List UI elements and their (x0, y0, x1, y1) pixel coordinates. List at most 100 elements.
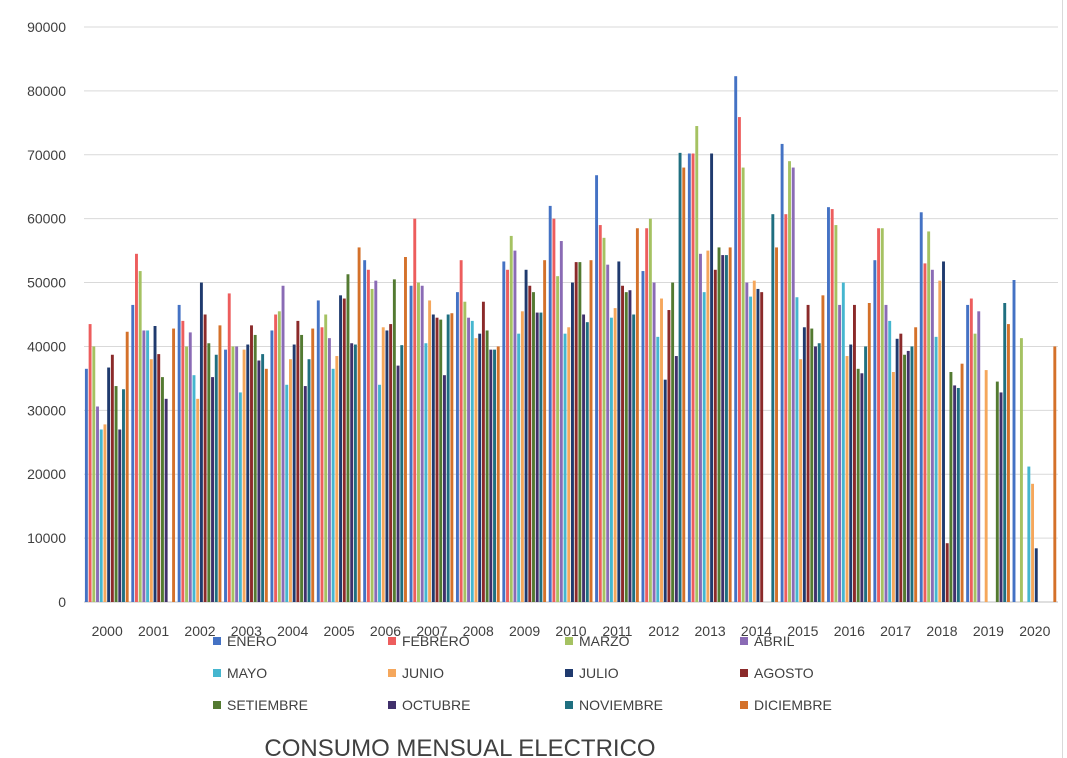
bar-enero-2005 (316, 300, 320, 602)
bar-mayo-2007 (424, 343, 428, 602)
legend-swatch (565, 669, 573, 677)
bar-setiembre-2011 (624, 292, 628, 602)
x-tick-label: 2001 (138, 623, 169, 639)
bar-noviembre-2010 (585, 322, 589, 602)
x-tick-label: 2003 (231, 623, 262, 639)
bar-mayo-2013 (702, 292, 706, 602)
bar-noviembre-2008 (493, 349, 496, 602)
bar-marzo-2000 (92, 346, 96, 602)
bar-agosto-2012 (667, 310, 671, 602)
bar-febrero-2003 (227, 293, 231, 602)
x-tick-label: 2010 (555, 623, 586, 639)
y-tick-label: 30000 (27, 402, 66, 418)
bar-octubre-2003 (257, 360, 261, 602)
bar-noviembre-2016 (864, 346, 868, 602)
bar-febrero-2012 (645, 228, 649, 602)
legend-label: JUNIO (402, 665, 444, 681)
y-tick-label: 60000 (27, 211, 66, 227)
bar-junio-2020 (1031, 483, 1035, 602)
bar-marzo-2019 (973, 333, 977, 602)
bar-abril-2007 (420, 285, 424, 602)
bar-abril-2013 (699, 253, 702, 602)
y-tick-label: 20000 (27, 466, 66, 482)
bar-octubre-2009 (535, 312, 539, 602)
legend-label: OCTUBRE (402, 697, 470, 713)
bar-agosto-2013 (713, 269, 717, 602)
bar-junio-2014 (752, 280, 756, 602)
bar-febrero-2004 (274, 314, 278, 602)
x-tick-label: 2020 (1019, 623, 1050, 639)
bar-setiembre-2018 (949, 372, 953, 602)
bar-julio-2000 (107, 367, 111, 602)
x-tick-label: 2012 (648, 623, 679, 639)
bar-mayo-2002 (192, 375, 196, 602)
bar-julio-2017 (895, 338, 899, 602)
bar-noviembre-2006 (400, 345, 404, 602)
bar-enero-2012 (641, 271, 645, 602)
bar-noviembre-2019 (1003, 303, 1007, 602)
bar-diciembre-2006 (404, 257, 407, 602)
bar-diciembre-2015 (821, 295, 825, 602)
bar-mayo-2003 (238, 392, 242, 602)
y-tick-label: 50000 (27, 275, 66, 291)
bar-abril-2008 (467, 317, 471, 602)
bar-febrero-2011 (598, 225, 602, 602)
bar-abril-2016 (838, 304, 842, 602)
x-tick-label: 2013 (695, 623, 726, 639)
bar-julio-2004 (292, 344, 296, 602)
bar-junio-2000 (103, 424, 107, 602)
legend-label: JULIO (579, 665, 619, 681)
legend-label: ABRIL (754, 633, 795, 649)
bar-agosto-2001 (157, 354, 161, 602)
bar-noviembre-2004 (307, 359, 311, 602)
bar-abril-2009 (513, 250, 517, 603)
bar-abril-2004 (281, 285, 285, 602)
bar-agosto-2018 (945, 543, 949, 602)
bar-julio-2015 (802, 327, 806, 602)
bar-mayo-2017 (888, 320, 892, 602)
legend-swatch (388, 701, 396, 709)
bar-noviembre-2003 (261, 354, 265, 602)
bar-octubre-2011 (628, 290, 632, 602)
bar-abril-2018 (930, 269, 934, 602)
bar-julio-2010 (571, 282, 574, 602)
legend-swatch (213, 637, 221, 645)
bar-octubre-2006 (396, 365, 400, 602)
bar-enero-2010 (548, 205, 552, 602)
bar-abril-2017 (884, 304, 888, 602)
bar-julio-2020 (1034, 548, 1038, 602)
bar-noviembre-2014 (771, 214, 775, 602)
bar-agosto-2010 (574, 262, 578, 602)
bar-enero-2008 (455, 292, 459, 602)
y-tick-label: 10000 (27, 530, 66, 546)
bar-octubre-2019 (999, 392, 1003, 602)
bar-enero-2006 (363, 260, 367, 602)
bar-enero-2007 (409, 285, 413, 602)
bar-febrero-2015 (784, 214, 788, 602)
bar-setiembre-2017 (903, 354, 906, 602)
bar-setiembre-2013 (717, 247, 721, 603)
bar-marzo-2011 (602, 237, 606, 602)
bar-diciembre-2010 (589, 260, 593, 602)
bar-setiembre-2012 (671, 282, 675, 602)
x-tick-label: 2002 (184, 623, 215, 639)
x-tick-label: 2009 (509, 623, 540, 639)
bar-enero-2020 (1012, 280, 1016, 602)
bar-setiembre-2002 (207, 343, 211, 602)
bar-abril-2011 (606, 264, 610, 602)
bar-junio-2011 (613, 308, 617, 602)
bar-mayo-2011 (609, 317, 613, 602)
bar-abril-2012 (652, 282, 656, 602)
x-tick-label: 2006 (370, 623, 401, 639)
bar-febrero-2008 (459, 260, 463, 602)
legend-label: AGOSTO (754, 665, 814, 681)
bar-julio-2007 (431, 314, 435, 602)
bar-setiembre-2001 (160, 377, 164, 602)
bar-abril-2003 (235, 346, 239, 602)
bar-enero-2001 (131, 304, 135, 602)
bar-agosto-2009 (528, 285, 532, 602)
bars (84, 76, 1057, 603)
bar-octubre-2004 (303, 386, 307, 602)
bar-mayo-2018 (934, 336, 938, 602)
bar-junio-2002 (196, 398, 200, 602)
